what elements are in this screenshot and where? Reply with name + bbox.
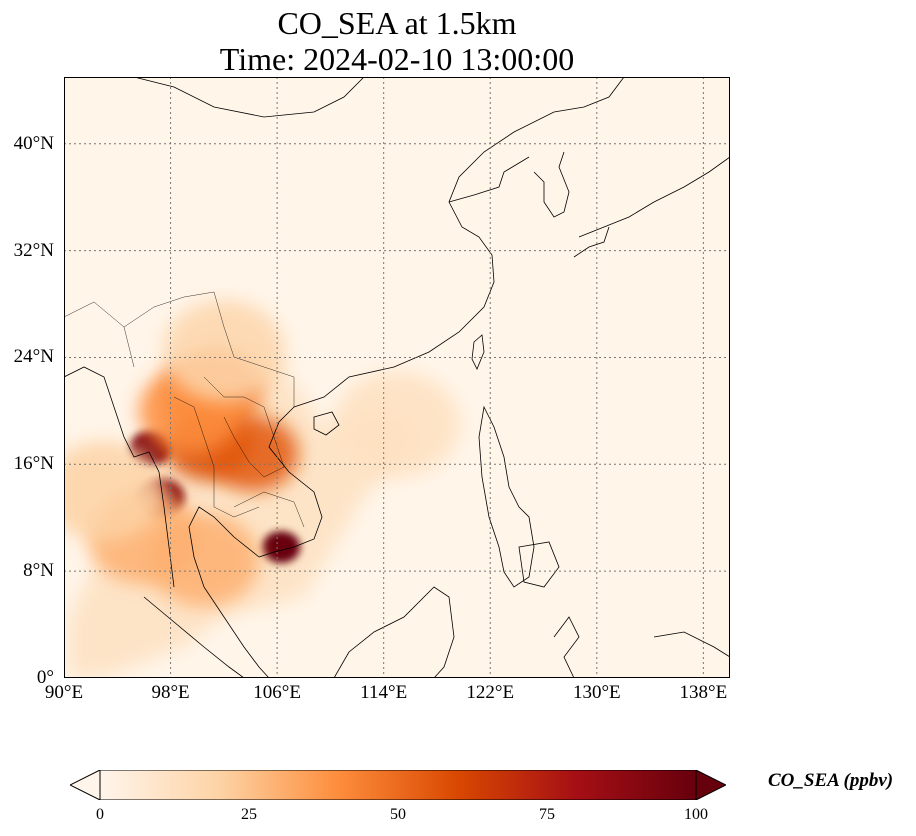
- coastlines: [64, 77, 730, 678]
- colorbar-tick-label-2: 50: [390, 806, 406, 823]
- y-tick-label-4: 32°N: [13, 239, 54, 261]
- x-tick-label-0: 90°E: [44, 682, 84, 703]
- plume-layer: [64, 300, 461, 607]
- myanmar-coast: [64, 366, 175, 588]
- vietnam-coast: [258, 406, 323, 558]
- colorbar-tick-label-1: 25: [241, 806, 257, 823]
- colorbar-extend-low: [70, 770, 101, 800]
- x-tick-label-5: 130°E: [572, 682, 621, 703]
- y-tick-label-1: 8°N: [23, 560, 54, 582]
- taiwan-coast: [471, 334, 485, 370]
- borneo-coast: [333, 586, 455, 678]
- plume-2: [261, 531, 301, 564]
- colorbar-gradient: [99, 770, 697, 800]
- x-tick-label-4: 122°E: [466, 682, 515, 703]
- border-china-south: [123, 291, 295, 407]
- map-plot-area: [64, 77, 730, 678]
- y-tick-label-2: 16°N: [13, 453, 54, 475]
- x-tick-label-3: 114°E: [360, 682, 408, 703]
- map-border: [64, 77, 730, 678]
- y-tick-label-3: 24°N: [13, 346, 54, 368]
- chart-title-line2: Time: 2024-02-10 13:00:00: [219, 41, 575, 77]
- plume-9: [163, 300, 285, 402]
- colorbar-label: CO_SEA (ppbv): [768, 770, 894, 791]
- gridlines: [64, 77, 730, 678]
- sulawesi-coast: [553, 616, 580, 678]
- colorbar-tick-label-4: 100: [684, 806, 708, 823]
- y-tick-label-0: 0°: [36, 667, 54, 688]
- plume-11: [64, 441, 164, 542]
- hainan-coast: [313, 411, 340, 436]
- colorbar: [70, 770, 726, 800]
- north-coast: [133, 77, 365, 118]
- y-tick-label-5: 40°N: [13, 132, 54, 154]
- border-thai: [173, 396, 260, 518]
- philippines-coast: [478, 405, 535, 588]
- border-india: [64, 301, 135, 368]
- border-laos: [203, 376, 285, 478]
- x-tick-label-6: 138°E: [679, 682, 728, 703]
- newguinea-coast: [653, 631, 730, 658]
- sumatra-coast: [143, 596, 245, 678]
- japan-coast: [578, 156, 730, 238]
- korea-coast: [533, 151, 570, 218]
- colorbar-tick-label-0: 0: [96, 806, 104, 823]
- chart-title-line1: CO_SEA at 1.5km: [277, 5, 517, 41]
- plume-10: [333, 371, 461, 478]
- kyushu-coast: [573, 226, 610, 258]
- border-cambodia: [233, 491, 305, 528]
- x-tick-label-2: 106°E: [253, 682, 301, 703]
- colorbar-tick-label-3: 75: [539, 806, 555, 823]
- country-borders: [64, 291, 305, 528]
- colorbar-extend-high: [695, 770, 726, 800]
- shandong-coast: [448, 156, 530, 203]
- x-tick-label-1: 98°E: [151, 682, 190, 703]
- plume-8: [148, 513, 260, 607]
- mindanao-coast: [518, 541, 560, 588]
- china-coast: [293, 77, 625, 408]
- gulf-coast: [188, 506, 270, 678]
